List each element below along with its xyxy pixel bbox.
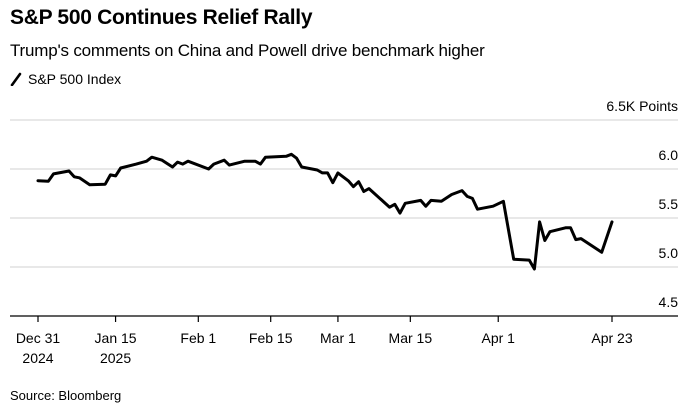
x-tick-label: 2025: [100, 350, 131, 366]
gridlines: [10, 119, 678, 268]
series-layer: [36, 152, 614, 271]
chart-title: S&P 500 Continues Relief Rally: [10, 6, 313, 29]
legend-label: S&P 500 Index: [28, 71, 122, 87]
y-tick-label: 4.5: [659, 294, 679, 310]
y-axis-labels: 6.5K Points 6.0 5.5 5.0 4.5: [606, 98, 678, 310]
y-tick-label: 5.0: [659, 245, 679, 261]
x-tick-label: 2024: [22, 350, 53, 366]
x-tick-label: Mar 1: [320, 330, 356, 346]
x-tick-label: Feb 1: [180, 330, 216, 346]
x-tick-label: Apr 23: [591, 330, 632, 346]
x-tick-label: Feb 15: [249, 330, 293, 346]
x-axis: Dec 31 2024 Jan 15 2025 Feb 1 Feb 15 Mar 1 Mar …: [10, 315, 678, 366]
line-swatch-icon: [10, 72, 22, 86]
x-tick-label: Apr 1: [481, 330, 515, 346]
y-tick-label: 5.5: [659, 196, 679, 212]
chart-subtitle: Trump's comments on China and Powell dri…: [10, 41, 485, 60]
y-tick-label: 6.0: [659, 147, 679, 163]
source-note: Source: Bloomberg: [10, 388, 122, 403]
series-line-sp500: [36, 152, 614, 271]
x-tick-label: Mar 15: [389, 330, 433, 346]
legend: S&P 500 Index: [10, 71, 121, 87]
x-tick-label: Dec 31: [16, 330, 61, 346]
x-tick-label: Jan 15: [95, 330, 137, 346]
y-tick-label: 6.5K Points: [606, 98, 678, 114]
